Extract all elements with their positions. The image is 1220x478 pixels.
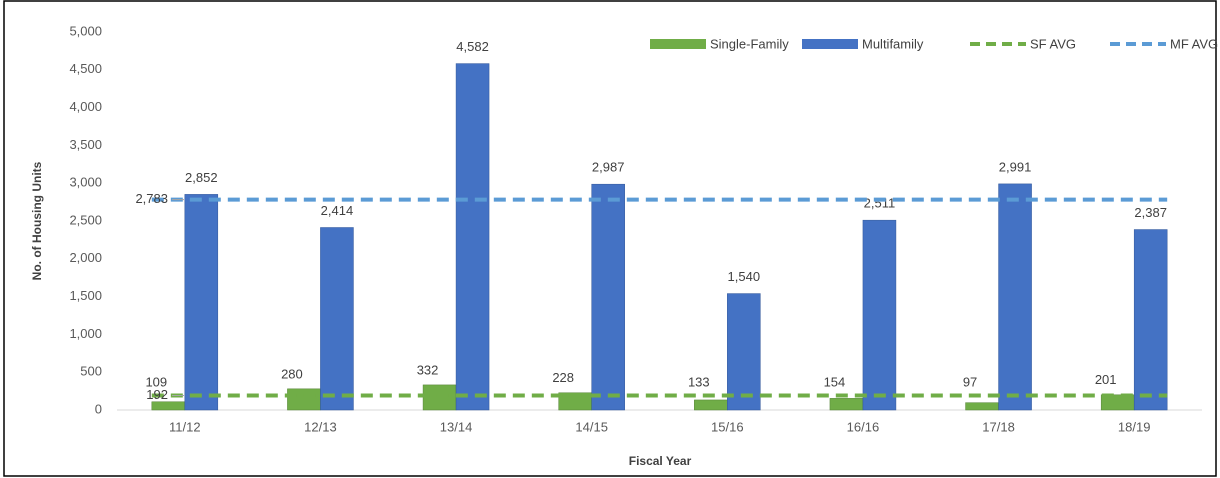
data-label: 332 <box>417 362 439 377</box>
x-tick-label: 11/12 <box>169 419 201 434</box>
bar <box>862 219 897 411</box>
y-tick-label: 5,000 <box>69 23 102 38</box>
data-label: 2,987 <box>592 160 625 175</box>
x-tick-label: 12/13 <box>304 419 337 434</box>
data-label: 2,511 <box>864 196 896 211</box>
y-tick-label: 1,000 <box>69 326 102 341</box>
x-tick-label: 15/16 <box>711 419 744 434</box>
x-tick-label: 13/14 <box>440 419 473 434</box>
bar <box>287 388 321 411</box>
bar <box>998 183 1032 411</box>
data-label: 133 <box>688 374 710 389</box>
legend-label: MF AVG <box>1170 36 1218 51</box>
legend-swatch <box>802 39 858 49</box>
x-axis-label: Fiscal Year <box>629 454 692 468</box>
legend-label: Multifamily <box>862 36 924 51</box>
data-label: 201 <box>1095 372 1117 387</box>
data-label: 2,414 <box>321 203 354 218</box>
data-label: 97 <box>963 374 977 389</box>
bar <box>727 293 761 411</box>
bar <box>184 194 219 411</box>
data-label: 2,852 <box>185 170 218 185</box>
x-tick-label: 18/19 <box>1118 419 1151 434</box>
y-tick-label: 2,000 <box>69 250 102 265</box>
bar <box>455 63 490 411</box>
bar <box>151 401 186 411</box>
bar <box>320 227 354 411</box>
bar <box>965 402 999 411</box>
y-tick-label: 4,000 <box>69 99 102 114</box>
bar <box>591 183 625 411</box>
y-tick-label: 3,000 <box>69 175 102 190</box>
data-label: 109 <box>145 374 167 389</box>
y-tick-label: 0 <box>95 401 102 416</box>
y-tick-label: 3,500 <box>69 137 102 152</box>
data-label: 280 <box>281 366 303 381</box>
y-tick-label: 2,500 <box>69 212 102 227</box>
legend-label: Single-Family <box>710 36 789 51</box>
bar <box>829 398 864 411</box>
data-label: 228 <box>552 370 574 385</box>
data-label: 4,582 <box>456 39 489 54</box>
y-tick-label: 1,500 <box>69 288 102 303</box>
x-tick-label: 14/15 <box>575 419 608 434</box>
average-label: 192 <box>146 387 168 402</box>
y-axis-label: No. of Housing Units <box>30 161 44 280</box>
legend-label: SF AVG <box>1030 36 1076 51</box>
legend-swatch <box>650 39 706 49</box>
data-label: 2,991 <box>999 159 1032 174</box>
x-tick-label: 17/18 <box>982 419 1015 434</box>
data-label: 2,387 <box>1134 205 1167 220</box>
data-label: 1,540 <box>728 269 761 284</box>
bar <box>694 399 728 411</box>
bar <box>1133 229 1168 411</box>
data-label: 154 <box>824 374 846 389</box>
x-tick-label: 16/16 <box>847 419 880 434</box>
y-tick-label: 500 <box>80 364 102 379</box>
average-label: 2,783 <box>135 191 168 206</box>
y-tick-label: 4,500 <box>69 61 102 76</box>
